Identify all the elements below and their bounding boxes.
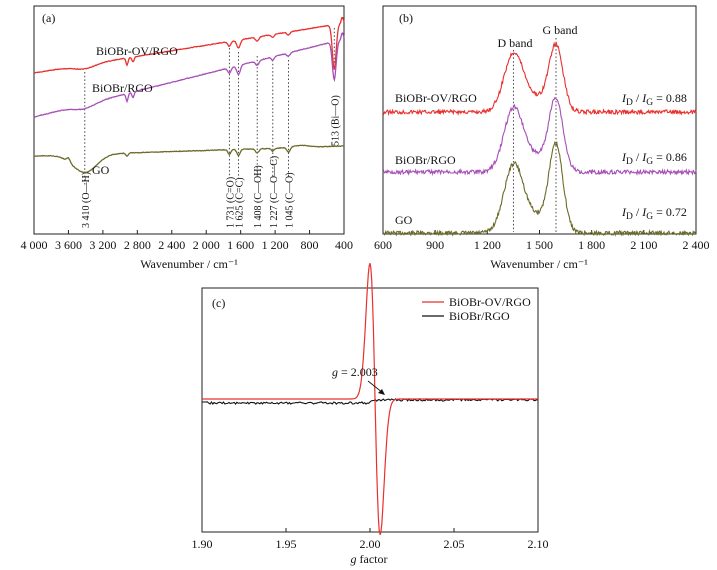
panel-a-label-go: GO	[92, 163, 110, 177]
panel-c-tick-label: 2.05	[444, 537, 465, 551]
panel-b-tick-label: 900	[426, 238, 444, 252]
panel-a-xlabel: Wavenumber / cm⁻¹	[140, 257, 238, 271]
panel-a-series-0	[34, 16, 345, 74]
legend-label-biobr-rgo: BiOBr/RGO	[449, 309, 510, 323]
panel-b-tick-label: 600	[374, 238, 392, 252]
ratio-biobr-rgo: ID / IG = 0.86	[621, 150, 687, 167]
panel-b-xlabel: Wavenumber / cm⁻¹	[490, 257, 588, 271]
panel-c-curves	[202, 263, 539, 535]
panel-b-tick-label: 2 400	[683, 238, 710, 252]
ratio-biobr-ov-rgo: ID / IG = 0.88	[621, 91, 687, 108]
panel-a-tick-label: 3 600	[55, 238, 82, 252]
panel-a-annotations: 3 410 (O—H) 1 731 (C=O)1 625 (C=C) 1 408 (…	[81, 28, 341, 228]
panel-a-tick-label: 2 000	[193, 238, 220, 252]
panel-c-legend: BiOBr-OV/RGO BiOBr/RGO	[422, 295, 531, 323]
panel-c-label: (c)	[212, 296, 225, 310]
panel-b-series-1	[382, 96, 697, 177]
panel-a-annotation-label: 1 408 (C—OH)	[253, 165, 264, 228]
panel-b-tick-label: 1 200	[474, 238, 501, 252]
panel-b-tick-label: 1 800	[578, 238, 605, 252]
panel-b-tick-label: 2 100	[630, 238, 657, 252]
panel-c-tick-label: 1.90	[192, 537, 213, 551]
panel-c-tick-label: 2.00	[360, 537, 381, 551]
panel-b-series-2	[382, 140, 697, 237]
panel-a-tick-label: 1 600	[227, 238, 254, 252]
d-band-label: D band	[498, 36, 533, 50]
panel-c-tick-label: 1.95	[276, 537, 297, 551]
panel-c: (c) 1.90 1.95 2.00 2.05 2.10 g factor BiOBr-…	[192, 263, 549, 566]
legend-label-biobr-ov-rgo: BiOBr-OV/RGO	[449, 295, 531, 309]
panel-b-curves	[382, 41, 697, 237]
panel-a-tick-label: 800	[301, 238, 319, 252]
panel-b-band-lines	[512, 38, 557, 232]
panel-c-frame	[201, 287, 539, 533]
panel-b-x-ticks: 600 900 1 200 1 500 1 800 2 100 2 400	[374, 230, 710, 252]
panel-a-label-biobr-rgo: BiOBr/RGO	[92, 81, 153, 95]
panel-c-x-ticks: 1.90 1.95 2.00 2.05 2.10	[192, 528, 549, 551]
panel-a-tick-label: 1 200	[262, 238, 289, 252]
panel-a-label-bioBr-ov-rgo: BiOBr-OV/RGO	[96, 44, 178, 58]
g-value-arrow-head	[378, 389, 385, 395]
panel-c-series-biobr-ov-rgo	[202, 263, 538, 535]
panel-a: (a) 4 000 3 600 3 200 2 800 2 400 2 000 1 600 1…	[21, 5, 353, 271]
panel-a-tick-label: 400	[335, 238, 353, 252]
g-band-label: G band	[543, 23, 578, 37]
panel-a-annotation-label: 1 045 (C—O)	[284, 172, 295, 228]
panel-c-series-biobr-rgo	[202, 397, 539, 406]
panel-a-tick-label: 4 000	[21, 238, 48, 252]
panel-a-annotation-label: 1 227 (C—O—C)	[269, 156, 280, 228]
ratio-go: ID / IG = 0.72	[621, 205, 687, 222]
panel-a-tick-label: 2 400	[158, 238, 185, 252]
panel-a-label: (a)	[42, 11, 55, 25]
panel-b-label-go: GO	[395, 213, 413, 227]
panel-a-series-2	[34, 144, 345, 174]
g-value-annotation: g = 2.003	[332, 365, 378, 379]
panel-b-label-biobr-ov-rgo: BiOBr-OV/RGO	[395, 91, 477, 105]
panel-b-series-0	[382, 41, 697, 116]
panel-a-series-1	[33, 32, 345, 118]
panel-a-tick-label: 3 200	[89, 238, 116, 252]
panel-a-annotation-label: 1 625 (C=C)	[235, 177, 246, 228]
panel-c-tick-label: 2.10	[528, 537, 549, 551]
panel-b: (b) 600 900 1 200 1 500 1 800 2 100 2 400 Wave…	[374, 5, 710, 271]
panel-a-x-ticks: 4 000 3 600 3 200 2 800 2 400 2 000 1 600 1 200…	[21, 230, 353, 252]
panel-a-curves	[33, 16, 345, 174]
panel-a-annotation-label: 1 731 (C=O)	[225, 177, 236, 228]
panel-c-xlabel: g factor	[351, 552, 388, 566]
panel-b-frame	[382, 5, 697, 235]
panel-b-label-biobr-rgo: BiOBr/RGO	[395, 153, 456, 167]
panel-a-annotation-label: 513 (Bi—O)	[330, 95, 341, 146]
panel-a-frame	[33, 5, 345, 235]
panel-b-tick-label: 1 500	[526, 238, 553, 252]
panel-a-annotation-label: 3 410 (O—H)	[81, 172, 92, 228]
panel-b-label: (b)	[399, 11, 413, 25]
panel-a-tick-label: 2 800	[124, 238, 151, 252]
